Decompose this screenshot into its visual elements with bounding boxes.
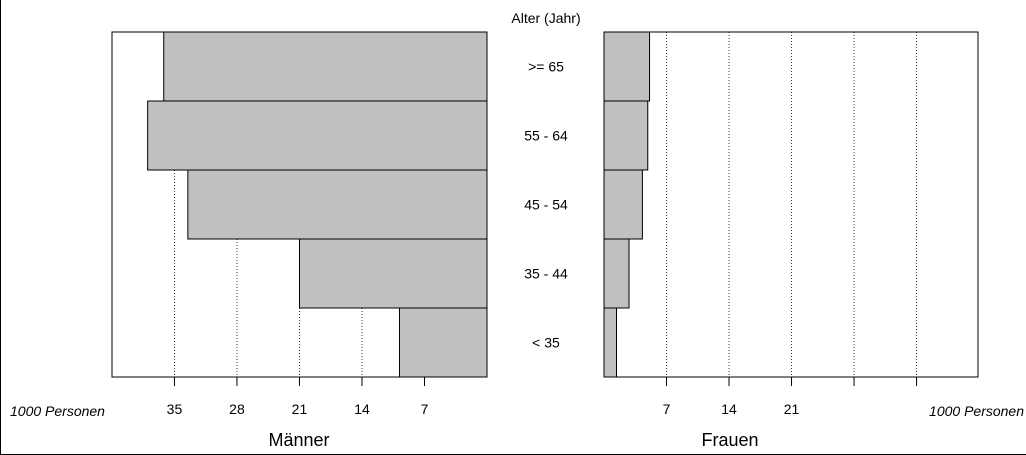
men-bar — [398, 307, 488, 378]
age-axis-title: Alter (Jahr) — [511, 10, 580, 26]
age-category-label: < 35 — [532, 335, 560, 351]
men-bar — [298, 238, 488, 309]
men-tick-label: 7 — [421, 401, 429, 417]
men-axis-label: Männer — [268, 430, 329, 450]
men-bar — [187, 169, 488, 240]
women-plot-border — [603, 31, 979, 378]
men-tick-label: 35 — [167, 401, 183, 417]
men-panel: 7 14 21 28 35 1000 Personen Männer — [10, 31, 488, 450]
men-bar — [163, 31, 488, 102]
men-tick-label: 21 — [292, 401, 308, 417]
center-age-axis: Alter (Jahr) < 35 35 - 44 45 - 54 55 - 64 >=… — [511, 10, 580, 351]
women-tick-label: 7 — [663, 401, 671, 417]
age-category-label: 55 - 64 — [524, 128, 568, 144]
women-tick-label: 21 — [784, 401, 800, 417]
men-tick-label: 28 — [229, 401, 245, 417]
men-tick-label: 14 — [354, 401, 370, 417]
women-bar — [603, 307, 618, 378]
men-bar — [147, 100, 488, 171]
age-category-label: 35 - 44 — [524, 266, 568, 282]
women-bar — [603, 169, 643, 240]
women-axis-label: Frauen — [701, 430, 758, 450]
age-category-label: 45 - 54 — [524, 197, 568, 213]
women-unit-label: 1000 Personen — [929, 403, 1024, 419]
women-bar — [603, 31, 651, 102]
age-category-label: >= 65 — [528, 59, 564, 75]
women-panel: 7 14 21 1000 Personen Frauen — [603, 31, 1024, 450]
men-unit-label: 1000 Personen — [10, 403, 105, 419]
women-bar — [603, 238, 630, 309]
women-bar — [603, 100, 649, 171]
women-tick-label: 14 — [721, 401, 737, 417]
